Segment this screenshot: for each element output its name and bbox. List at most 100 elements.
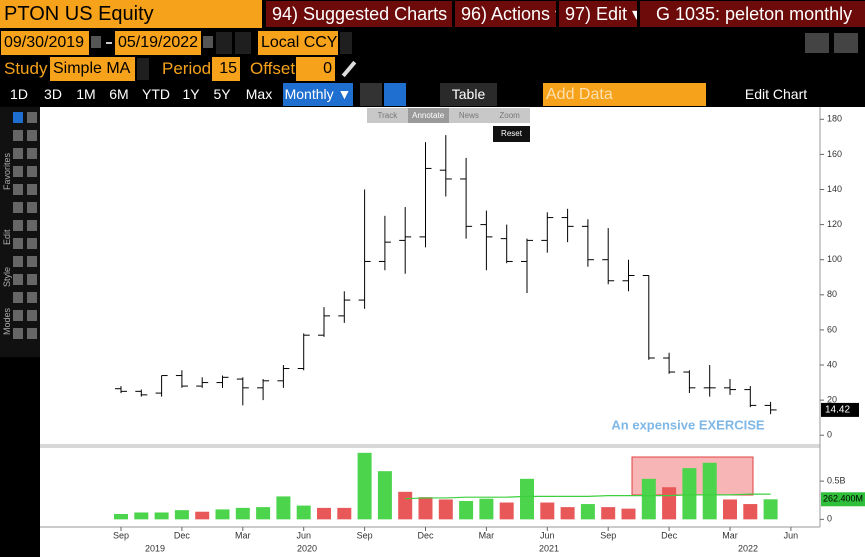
volume-bar [276,496,291,520]
tool-icon[interactable] [13,130,23,141]
tool-icon[interactable] [27,310,37,321]
year-label: 2021 [539,543,559,553]
end-date[interactable]: 05/19/2022 [115,31,201,55]
add-data[interactable]: Add Data [543,83,706,106]
tool-icon[interactable] [13,148,23,159]
tool-icon[interactable] [27,130,37,141]
volume-bar [580,504,595,520]
reset-button[interactable]: Reset [493,126,530,142]
last-price-label: 14.42 [825,405,850,416]
period-button[interactable]: 1D [4,83,34,106]
period-button[interactable]: 1Y [177,83,205,106]
tool-icon[interactable] [13,256,23,267]
volume-bar [337,507,352,520]
tool-icon[interactable] [27,328,37,339]
dash [106,42,112,44]
edit-chart[interactable]: Edit Chart [736,83,816,106]
year-label: 2020 [297,543,317,553]
volume-bar [682,468,697,520]
chart-name: G 1035: peleton monthly [640,1,865,27]
volume-bar [357,452,372,520]
price-tick-label: 0 [827,430,832,440]
tool-icon[interactable] [27,238,37,249]
volume-bar [520,478,534,520]
sidebar-tab[interactable]: Edit [2,229,12,245]
tool-icon[interactable] [27,274,37,285]
chart-tool[interactable]: Zoom [499,111,520,120]
period-button[interactable]: 6M [104,83,134,106]
prev-button[interactable] [216,32,232,54]
tool-icon[interactable] [27,148,37,159]
volume-bar [662,487,677,520]
start-date[interactable]: 09/30/2019 [1,31,89,55]
tool-icon[interactable] [27,166,37,177]
redo-button[interactable] [834,33,858,53]
sidebar-tab[interactable]: Favorites [2,152,12,190]
tool-icon[interactable] [13,202,23,213]
x-tick-label: Dec [417,530,434,540]
chart-tool[interactable]: Track [377,111,398,120]
menu[interactable]: 97) Edit ▾ [559,1,637,27]
period-button[interactable]: 5Y [207,83,237,106]
volume-bar [256,507,271,520]
period-button[interactable]: Max [240,83,278,106]
currency[interactable]: Local CCY [258,31,338,55]
next-button[interactable] [235,32,251,54]
period-button[interactable]: YTD [137,83,175,106]
tool-icon[interactable] [13,328,23,339]
moving-average [405,493,771,500]
study-name[interactable]: Simple MA [50,57,135,81]
chart-tool[interactable]: Annotate [407,108,449,123]
price-tick-label: 40 [827,359,837,369]
sidebar-tab[interactable]: Modes [2,307,12,335]
tool-icon[interactable] [27,220,37,231]
tool-icon[interactable] [27,112,37,123]
volume-bar [296,505,311,520]
table-button[interactable]: Table [440,83,497,106]
period-button[interactable]: 3D [38,83,68,106]
tool-icon[interactable] [27,292,37,303]
bar-icon[interactable] [384,83,406,106]
tool-icon[interactable] [27,184,37,195]
last-volume-label: 262.400M [823,494,863,504]
volume-bar [134,512,149,520]
menu[interactable]: 96) Actions ▾ [455,1,556,27]
price-tick-label: 120 [827,219,842,229]
ticker[interactable]: PTON US Equity [0,0,262,28]
tool-icon[interactable] [13,112,23,123]
tool-icon[interactable] [13,166,23,177]
tool-icon[interactable] [27,202,37,213]
line-icon[interactable] [360,83,382,106]
chart-tool[interactable]: News [458,111,479,120]
tool-icon[interactable] [13,220,23,231]
offset[interactable]: 0 [296,57,335,81]
undo-button[interactable] [805,33,829,53]
tool-icon[interactable] [13,184,23,195]
tool-icon[interactable] [13,274,23,285]
menu[interactable]: 94) Suggested Charts ▾ [266,1,452,27]
calendar-icon[interactable] [203,36,213,48]
sidebar-tab[interactable]: Style [2,266,12,287]
x-tick-label: Jun [784,530,799,540]
dropdown[interactable] [137,58,149,80]
x-tick-label: Dec [174,530,191,540]
tool-icon[interactable] [13,238,23,249]
price-tick-label: 20 [827,394,837,404]
volume-bar [702,462,717,520]
volume-bar [560,507,575,520]
tool-icon[interactable] [27,256,37,267]
period-button[interactable]: 1M [71,83,101,106]
dropdown[interactable] [340,32,352,54]
chart-background [40,107,865,557]
period[interactable]: 15 [212,57,240,81]
tool-icon[interactable] [13,310,23,321]
volume-bar [621,508,636,520]
volume-bar [763,499,778,520]
tool-icon[interactable] [13,292,23,303]
volume-bar [459,501,474,520]
volume-bar [723,499,737,520]
frequency[interactable]: Monthly ▼ [283,83,353,106]
x-tick-label: Dec [661,530,678,540]
period-label: Period [162,59,210,78]
calendar-icon[interactable] [91,36,101,48]
